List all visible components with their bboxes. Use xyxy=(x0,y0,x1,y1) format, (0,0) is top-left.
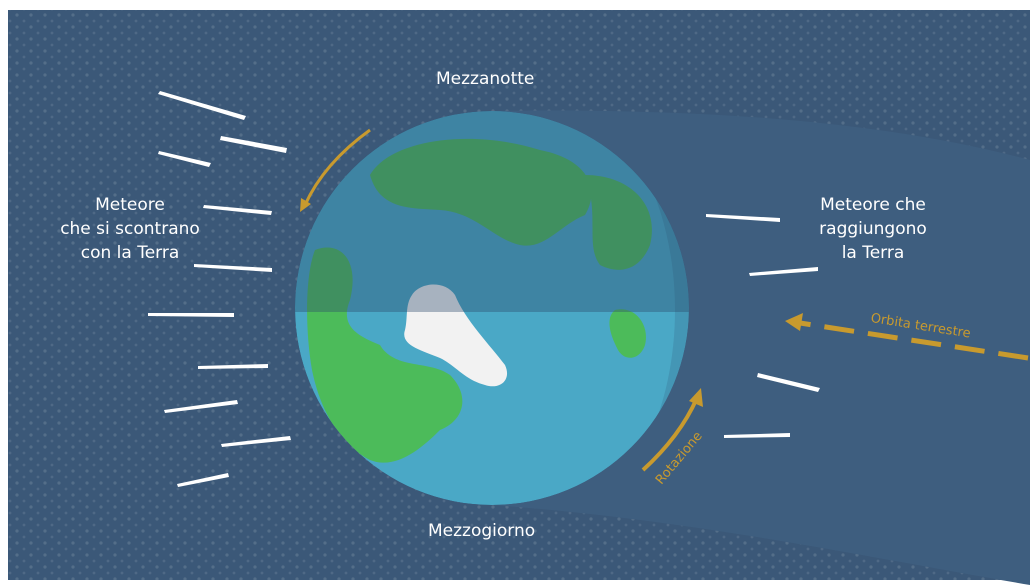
continent-east xyxy=(609,309,646,358)
meteor-streak-icon xyxy=(203,205,272,215)
label-noon: Mezzogiorno xyxy=(428,521,536,541)
orbit-arrow-head xyxy=(785,313,803,331)
label-left-line-2: che si scontrano xyxy=(60,219,200,239)
meteors-left xyxy=(148,91,291,487)
meteor-streak-icon xyxy=(148,313,234,317)
motion-arc-arrow xyxy=(303,128,371,206)
meteor-streak-icon xyxy=(158,151,211,167)
meteor-streak-icon xyxy=(177,473,229,487)
dashed-arrow-icon xyxy=(799,320,1029,361)
polar-ice xyxy=(404,284,508,387)
meteor-streak-icon xyxy=(706,214,780,222)
label-left-line-3: con la Terra xyxy=(80,243,180,263)
meteor-streak-icon xyxy=(221,436,291,447)
meteor-streak-icon xyxy=(158,91,246,120)
meteors-right xyxy=(706,214,820,438)
meteor-streak-icon xyxy=(194,264,272,272)
meteor-streak-icon xyxy=(220,136,287,153)
meteor-streak-icon xyxy=(757,373,820,392)
continent-northeast xyxy=(585,175,652,270)
continent-north xyxy=(370,138,592,246)
meteor-streak-icon xyxy=(724,433,790,438)
label-left-meteors: Meteore che si scontrano con la Terra xyxy=(50,193,210,265)
meteor-streak-icon xyxy=(164,400,238,413)
meteor-streak-icon xyxy=(198,364,268,369)
label-midnight: Mezzanotte xyxy=(436,69,535,89)
label-right-line-2: raggiungono xyxy=(819,219,927,239)
continent-west xyxy=(307,247,463,463)
label-right-line-1: Meteore che xyxy=(820,195,926,215)
label-right-line-3: la Terra xyxy=(841,243,905,263)
label-left-line-1: Meteore xyxy=(95,195,165,215)
curved-arrow-icon xyxy=(641,397,699,472)
rotation-arrow-head xyxy=(689,388,703,407)
arrow-head-icon xyxy=(300,198,311,212)
label-right-meteors: Meteore che raggiungono la Terra xyxy=(798,193,948,265)
meteor-streak-icon xyxy=(749,267,818,276)
